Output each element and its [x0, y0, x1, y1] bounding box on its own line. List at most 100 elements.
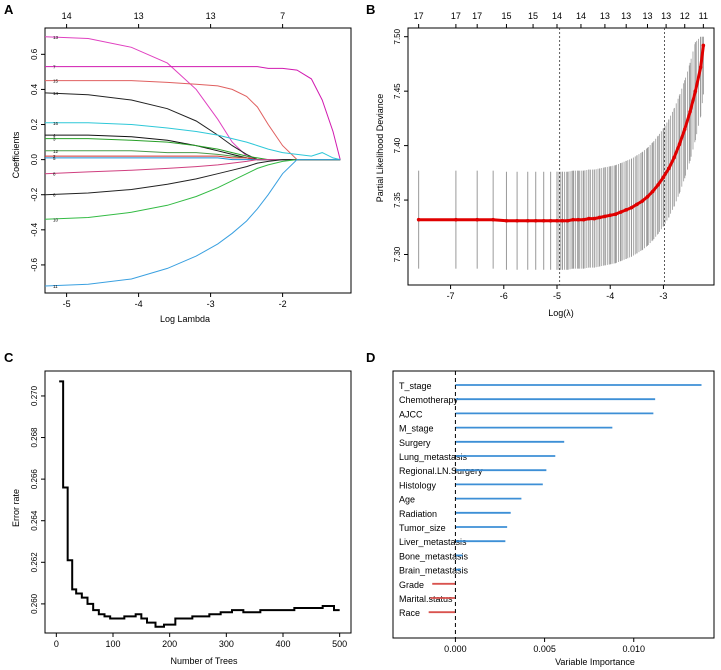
panel-b-mean-point [491, 217, 495, 222]
panel-b-mean-point [613, 212, 618, 217]
panel-a-ylabel: Coefficients [11, 131, 21, 178]
panel-b-mean-point [608, 213, 613, 218]
panel-b-mean-point [515, 218, 519, 223]
panel-b-xtick-label: -7 [447, 291, 455, 301]
panel-c-xtick-label: 100 [105, 639, 120, 649]
panel-a-series-label: 3 [53, 137, 56, 142]
panel-b-mean-point [571, 217, 575, 222]
panel-d-xtick-label: 0.000 [444, 644, 467, 654]
panel-b-mean-point [619, 210, 623, 214]
panel-a-series-label: 7 [53, 65, 56, 70]
panel-b-xtick-label: -4 [606, 291, 614, 301]
panel-a-ytick-label: -0.4 [30, 222, 39, 236]
panel-c-ytick-label: 0.268 [30, 427, 39, 448]
panel-a-series-line-10 [44, 159, 341, 220]
panel-d-category-label: M_stage [399, 424, 434, 434]
panel-b-plot-frame [407, 27, 715, 286]
panel-b-mean-point [640, 199, 644, 203]
panel-b-mean-point [645, 194, 650, 199]
panel-b-top-tick-label: 13 [621, 11, 631, 21]
panel-b-mean-point [629, 205, 634, 210]
panel-b-mean-point [533, 218, 538, 223]
panel-d-category-label: Marital.status [399, 594, 453, 604]
panel-b-top-tick-label: 12 [680, 11, 690, 21]
panel-d-category-label: Histology [399, 480, 437, 490]
panel-c-xtick-label: 0 [54, 639, 59, 649]
panel-c-ytick-label: 0.266 [30, 469, 39, 490]
panel-a-ytick-label: -0.6 [30, 257, 39, 271]
panel-b-top-tick-label: 14 [552, 11, 562, 21]
panel-b-ytick-label: 7.35 [393, 192, 402, 208]
panel-a-lasso-coefficients: -5 -4 -3 -2 -0.6 -0.4 -0.2 0.0 0.2 0.4 0.6 14 13 13 7 1… [30, 11, 352, 309]
panel-a-series-line-7 [45, 66, 341, 160]
panel-d-xtick-label: 0.005 [533, 644, 556, 654]
panel-b-xtick-label: -6 [500, 291, 508, 301]
panel-b-mean-point [603, 214, 607, 219]
panel-c-ytick-label: 0.270 [30, 385, 39, 406]
panel-a-top-tick-label: 14 [62, 11, 72, 21]
panel-b-mean-point [541, 218, 546, 223]
panel-b-mean-point [587, 216, 591, 221]
panel-a-ytick-label: -0.2 [30, 187, 39, 201]
panel-b-top-tick-label: 15 [528, 11, 538, 21]
panel-b-top-tick-label: 13 [661, 11, 671, 21]
panel-b-top-tick-label: 17 [451, 11, 461, 21]
panel-d-plot-frame [392, 370, 715, 639]
panel-a-series-line-14 [44, 92, 341, 161]
panel-b-ylabel: Partial Likelihood Deviance [375, 94, 385, 203]
panel-label-d: D [366, 350, 375, 365]
panel-a-series-line-8 [44, 159, 341, 175]
panel-b-mean-point [576, 217, 581, 222]
panel-a-series-line-15 [45, 80, 341, 161]
panel-b-cv-deviance: -7 -6 -5 -4 -3 7.30 7.35 7.40 7.45 7.50 17 17 17 15 15… [393, 11, 715, 301]
panel-a-xtick-label: -2 [279, 299, 287, 309]
panel-b-mean-point [701, 43, 706, 48]
panel-a-series-label: 13 [53, 35, 59, 40]
panel-b-mean-point [656, 183, 660, 187]
panel-c-ytick-label: 0.264 [30, 510, 39, 531]
panel-a-xtick-label: -4 [135, 299, 143, 309]
panel-b-mean-point [666, 166, 671, 171]
panel-b-ytick-label: 7.30 [393, 246, 402, 262]
panel-d-variable-importance: T_stage Chemotherapy AJCC M_stage Surgery Lun… [392, 370, 715, 654]
panel-d-category-label: Tumor_size [399, 523, 446, 533]
panel-d-category-label: Race [399, 608, 420, 618]
panel-d-category-label: Age [399, 495, 415, 505]
panel-a-ytick-label: 0.0 [30, 154, 39, 166]
panel-a-ytick-label: 0.2 [30, 118, 39, 130]
panel-b-mean-point [693, 89, 698, 93]
panel-b-xtick-label: -5 [553, 291, 561, 301]
panel-a-series-label: 2 [53, 154, 56, 159]
panel-b-top-tick-label: 17 [414, 11, 424, 21]
panel-a-top-tick-label: 13 [134, 11, 144, 21]
panel-c-xtick-label: 300 [219, 639, 234, 649]
panel-b-mean-point [504, 218, 509, 223]
panel-d-category-label: Lung_metastasis [399, 452, 468, 462]
panel-c-xtick-label: 200 [162, 639, 177, 649]
panel-b-mean-point [416, 217, 421, 222]
panel-d-category-label: Grade [399, 580, 424, 590]
panel-b-mean-point [698, 65, 703, 70]
panel-a-ytick-label: 0.6 [30, 48, 39, 60]
panel-d-category-label: Surgery [399, 438, 431, 448]
panel-d-category-label: Bone_metastasis [399, 551, 469, 561]
panel-b-mean-point [624, 208, 628, 212]
panel-c-xlabel: Number of Trees [170, 656, 238, 666]
panel-a-ytick-label: 0.4 [30, 83, 39, 95]
panel-b-top-tick-label: 13 [642, 11, 652, 21]
panel-label-a: A [4, 2, 14, 17]
panel-b-ytick-label: 7.50 [393, 28, 402, 44]
panel-d-category-label: Liver_metastasis [399, 537, 467, 547]
panel-b-mean-point [677, 142, 682, 147]
panel-b-mean-point [525, 218, 530, 223]
panel-a-series-label: 15 [53, 79, 59, 84]
panel-b-mean-point [688, 110, 692, 114]
panel-a-series-label: 5 [53, 156, 56, 161]
panel-label-b: B [366, 2, 375, 17]
panel-c-xtick-label: 400 [275, 639, 290, 649]
panel-a-series-label: 8 [53, 172, 56, 177]
panel-b-mean-point [581, 217, 586, 222]
panel-b-mean-point [635, 202, 639, 207]
panel-c-ylabel: Error rate [11, 489, 21, 527]
